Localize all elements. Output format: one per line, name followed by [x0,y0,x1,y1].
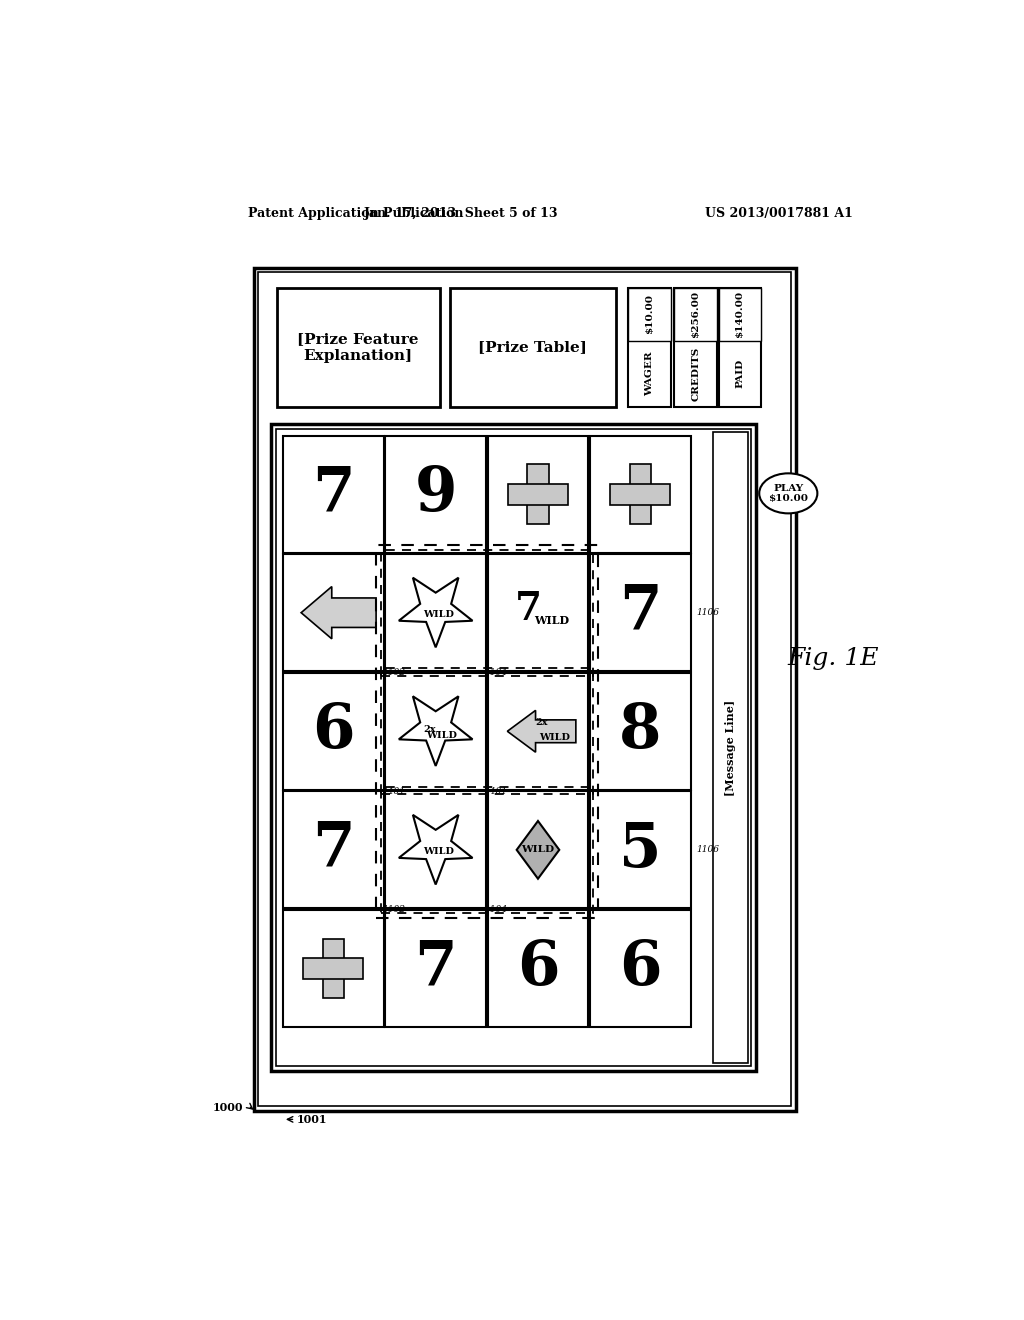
Bar [628,288,671,407]
Text: Jan. 17, 2013  Sheet 5 of 13: Jan. 17, 2013 Sheet 5 of 13 [364,207,558,220]
Text: [Prize Feature
Explanation]: [Prize Feature Explanation] [297,333,419,363]
Text: 7: 7 [312,465,354,524]
Bar [590,792,690,908]
Bar [713,432,748,1063]
Text: PAID: PAID [735,359,744,388]
Bar [487,673,589,789]
Polygon shape [517,821,559,879]
Bar [381,787,593,913]
Bar [508,483,568,504]
Text: WILD: WILD [521,845,555,854]
Bar [254,268,796,1111]
Polygon shape [398,814,472,884]
Text: 6: 6 [620,939,662,998]
Text: 6: 6 [312,701,354,762]
Bar [487,792,589,908]
Bar [487,909,589,1027]
Text: WILD: WILD [535,615,569,626]
Bar [385,554,486,671]
Bar [283,792,384,908]
Text: WILD: WILD [423,610,455,619]
Bar [527,465,549,524]
Text: CREDITS: CREDITS [691,347,700,401]
Bar [385,436,486,553]
Bar [628,288,671,342]
Bar [385,909,486,1027]
Bar [276,429,751,1067]
Text: 1104: 1104 [484,906,508,915]
Text: WAGER: WAGER [645,351,653,396]
Bar [590,673,690,789]
Text: $10.00: $10.00 [645,294,653,334]
Bar [283,436,384,553]
Text: 7: 7 [312,820,354,880]
Bar [283,909,384,1027]
Text: 1401: 1401 [484,787,508,796]
Text: 1104: 1104 [484,668,508,677]
Text: WILD: WILD [540,733,570,742]
Text: PLAY
$10.00: PLAY $10.00 [768,483,808,503]
Text: 6: 6 [517,939,559,998]
Text: 1106: 1106 [697,609,720,618]
Text: 8: 8 [620,701,662,762]
Bar [283,554,384,671]
Bar [323,939,344,998]
Text: 1000: 1000 [212,1101,243,1113]
Bar [376,545,598,917]
Text: 1102: 1102 [382,906,406,915]
Bar [590,436,690,553]
Text: 1106: 1106 [697,845,720,854]
Text: 7: 7 [515,590,543,628]
Bar [487,554,589,671]
Bar [276,288,439,407]
Text: 7: 7 [618,582,662,643]
Text: [Prize Table]: [Prize Table] [478,341,588,355]
Polygon shape [398,578,472,647]
Bar [590,909,690,1027]
Text: 5: 5 [620,820,662,880]
Bar [719,288,761,407]
Ellipse shape [759,474,817,513]
Bar [258,272,792,1106]
Bar [719,288,761,342]
Text: 7: 7 [415,939,457,998]
Text: 9: 9 [415,465,457,524]
Text: WILD: WILD [423,847,455,857]
Bar [675,288,717,407]
Polygon shape [398,696,472,766]
Text: $140.00: $140.00 [735,290,744,338]
Text: 1001: 1001 [297,1114,328,1125]
Bar [385,792,486,908]
Bar [271,424,756,1071]
Bar [381,668,593,795]
Polygon shape [507,710,575,752]
Text: 1401: 1401 [382,787,406,796]
Bar [675,288,717,342]
Bar [385,673,486,789]
Text: Fig. 1E: Fig. 1E [787,647,879,671]
Text: WILD: WILD [426,731,457,739]
Polygon shape [301,586,376,639]
Text: 2x: 2x [536,718,548,726]
Bar [610,483,671,504]
Bar [450,288,616,407]
Bar [303,958,364,979]
Text: 1102: 1102 [382,668,406,677]
Text: US 2013/0017881 A1: US 2013/0017881 A1 [706,207,853,220]
Text: $256.00: $256.00 [691,290,700,338]
Text: [Message Line]: [Message Line] [725,700,736,796]
Text: 2x: 2x [424,725,436,734]
Bar [283,673,384,789]
Bar [487,436,589,553]
Bar [590,554,690,671]
Text: Patent Application Publication: Patent Application Publication [248,207,464,220]
Bar [381,549,593,676]
Bar [630,465,651,524]
